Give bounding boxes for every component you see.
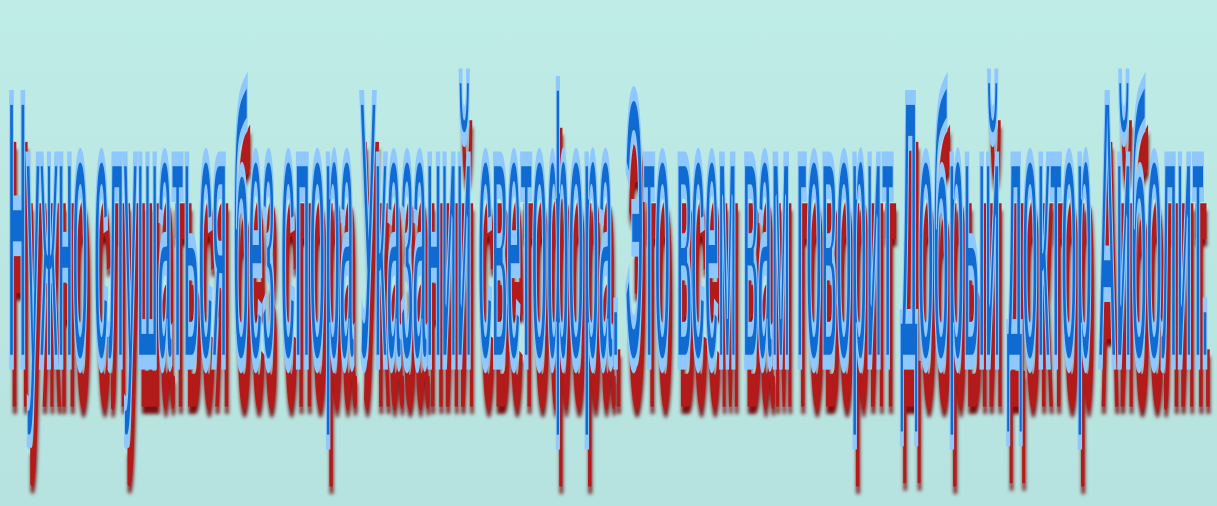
wordart-text: Нужно слушаться без спора Указаний свето… xyxy=(8,21,1210,452)
